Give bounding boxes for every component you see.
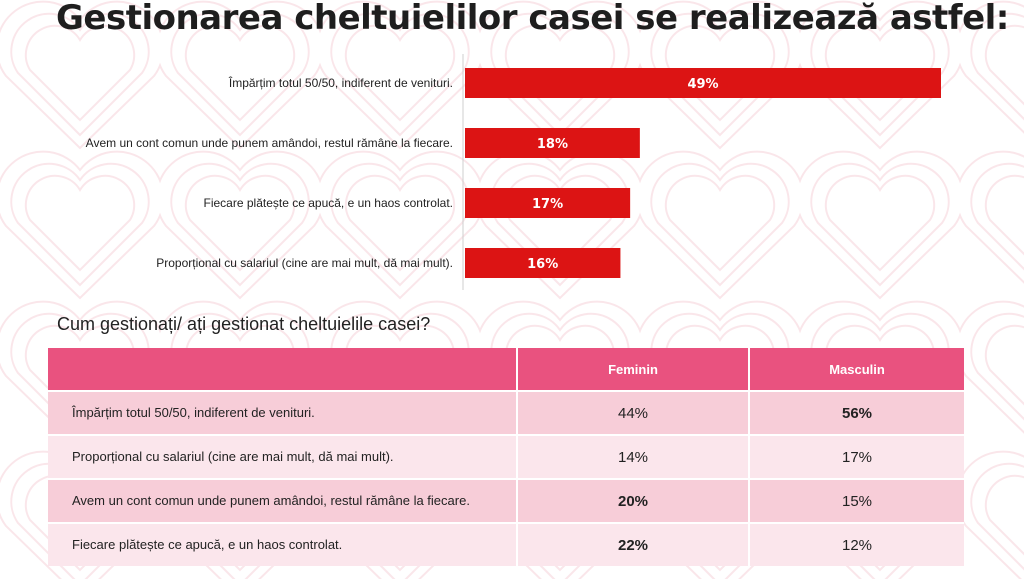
table-row: Proporțional cu salariul (cine are mai m… [48,434,964,478]
bar-category-label-3: Proporțional cu salariul (cine are mai m… [156,256,453,270]
row-label: Proporțional cu salariul (cine are mai m… [48,434,518,478]
bar-value-label-2: 17% [532,197,563,212]
row-masculin-value: 56% [750,390,964,434]
row-label: Avem un cont comun unde punem amândoi, r… [48,478,518,522]
row-masculin-value: 17% [750,434,964,478]
bar-chart: Împărțim totul 50/50, indiferent de veni… [0,54,1024,294]
bar-0 [465,68,941,98]
bar-2 [465,188,631,218]
table-header-feminin: Feminin [518,348,750,390]
table-row: Fiecare plătește ce apucă, e un haos con… [48,522,964,566]
row-label: Fiecare plătește ce apucă, e un haos con… [48,522,518,566]
row-masculin-value: 15% [750,478,964,522]
bar-value-label-0: 49% [687,77,718,92]
table-row: Avem un cont comun unde punem amândoi, r… [48,478,964,522]
row-feminin-value: 44% [518,390,750,434]
table-header-empty [48,348,518,390]
bar-1 [465,128,640,158]
table-header-row: Feminin Masculin [48,348,964,390]
table-subtitle: Cum gestionați/ ați gestionat cheltuieli… [57,314,431,334]
bar-3 [465,248,621,278]
bar-chart-svg: Împărțim totul 50/50, indiferent de veni… [86,54,941,290]
bar-value-label-3: 16% [527,257,558,272]
table-row: Împărțim totul 50/50, indiferent de veni… [48,390,964,434]
gender-table: Feminin Masculin Împărțim totul 50/50, i… [48,348,964,566]
row-feminin-value: 20% [518,478,750,522]
bar-value-label-1: 18% [537,137,568,152]
row-label: Împărțim totul 50/50, indiferent de veni… [48,390,518,434]
bar-category-label-0: Împărțim totul 50/50, indiferent de veni… [228,75,453,90]
bar-category-label-1: Avem un cont comun unde punem amândoi, r… [86,136,453,150]
page-title: Gestionarea cheltuielilor casei se reali… [56,0,1009,38]
table-header-masculin: Masculin [750,348,964,390]
bar-category-label-2: Fiecare plătește ce apucă, e un haos con… [204,196,454,210]
row-masculin-value: 12% [750,522,964,566]
row-feminin-value: 14% [518,434,750,478]
row-feminin-value: 22% [518,522,750,566]
